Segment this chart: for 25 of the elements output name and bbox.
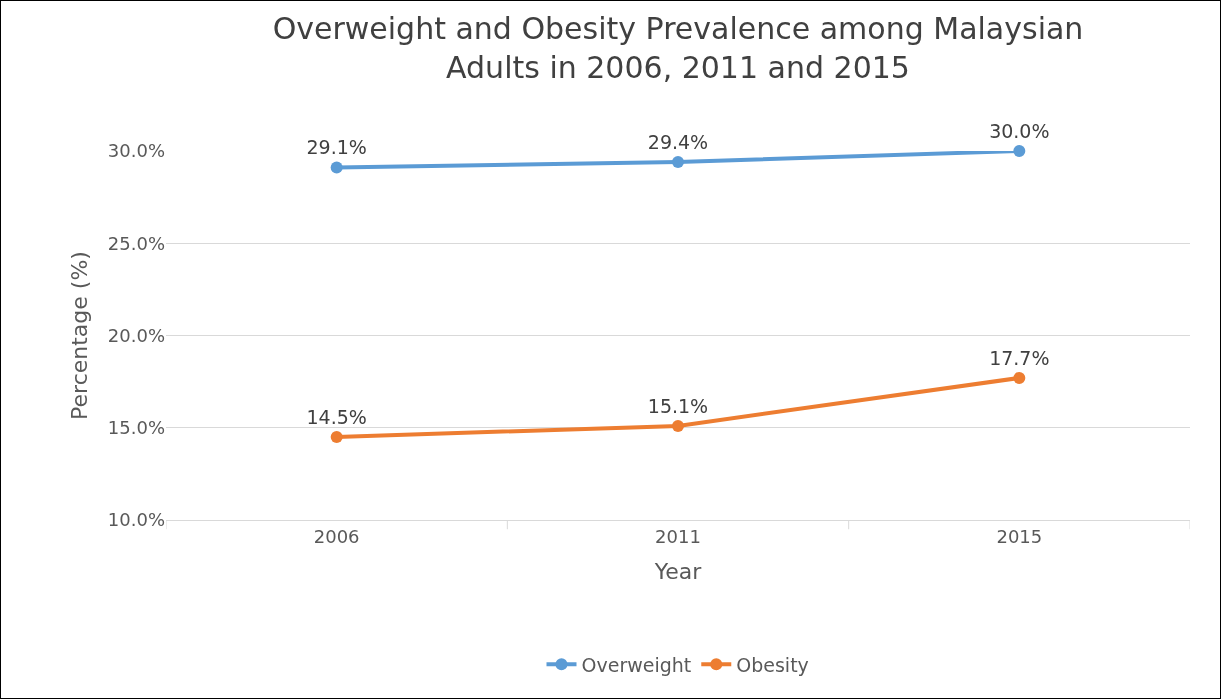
point xyxy=(330,161,343,174)
data-label: 29.1% xyxy=(306,136,367,159)
data-label: 17.7% xyxy=(989,346,1050,369)
y-tick-label: 20.0% xyxy=(107,324,165,346)
y-tick-label: 15.0% xyxy=(107,417,165,439)
data-label: 15.1% xyxy=(647,394,709,417)
y-axis-title: Percentage (%) xyxy=(66,251,92,420)
legend-label: Overweight xyxy=(581,653,692,676)
point xyxy=(1013,371,1026,384)
point xyxy=(330,430,343,443)
x-tick-label: 2011 xyxy=(655,525,701,547)
point xyxy=(672,156,684,169)
y-tick-label: 25.0% xyxy=(107,232,165,254)
point xyxy=(672,419,684,432)
data-label: 14.5% xyxy=(306,405,367,428)
y-tick-label: 30.0% xyxy=(107,140,165,162)
y-tick-label: 10.0% xyxy=(107,509,165,531)
chart-title: Overweight and Obesity Prevalence among Malaysian Adults in 2006, 2011 and 2015 xyxy=(272,11,1084,86)
point xyxy=(1013,145,1026,157)
x-tick-label: 2006 xyxy=(313,525,360,547)
data-label: 30.0% xyxy=(989,119,1050,142)
x-axis-title: Year xyxy=(653,559,703,585)
data-label: 29.4% xyxy=(647,130,709,153)
legend-label: Obesity xyxy=(736,653,809,676)
x-tick-label: 2015 xyxy=(996,525,1043,547)
